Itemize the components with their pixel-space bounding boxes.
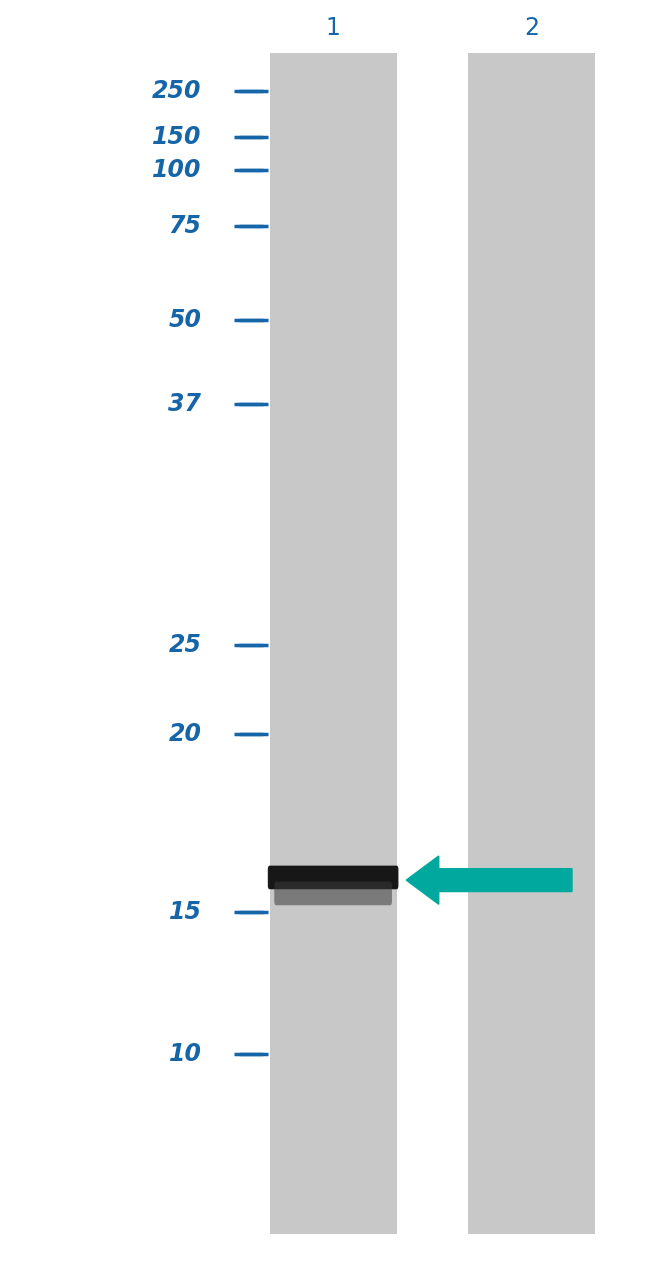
Text: 150: 150: [152, 126, 202, 149]
Text: 25: 25: [168, 634, 202, 657]
FancyBboxPatch shape: [268, 866, 398, 889]
Text: 2: 2: [524, 17, 539, 39]
Bar: [270, 53, 396, 1234]
Text: 37: 37: [168, 392, 202, 415]
Text: 20: 20: [168, 723, 202, 745]
Text: 50: 50: [168, 309, 202, 331]
Bar: [468, 53, 595, 1234]
Text: 100: 100: [152, 159, 202, 182]
FancyBboxPatch shape: [274, 881, 392, 906]
Text: 1: 1: [326, 17, 341, 39]
Text: 10: 10: [168, 1043, 202, 1066]
FancyArrow shape: [406, 856, 572, 904]
Text: 250: 250: [152, 80, 202, 103]
Text: 15: 15: [168, 900, 202, 923]
Text: 75: 75: [168, 215, 202, 237]
